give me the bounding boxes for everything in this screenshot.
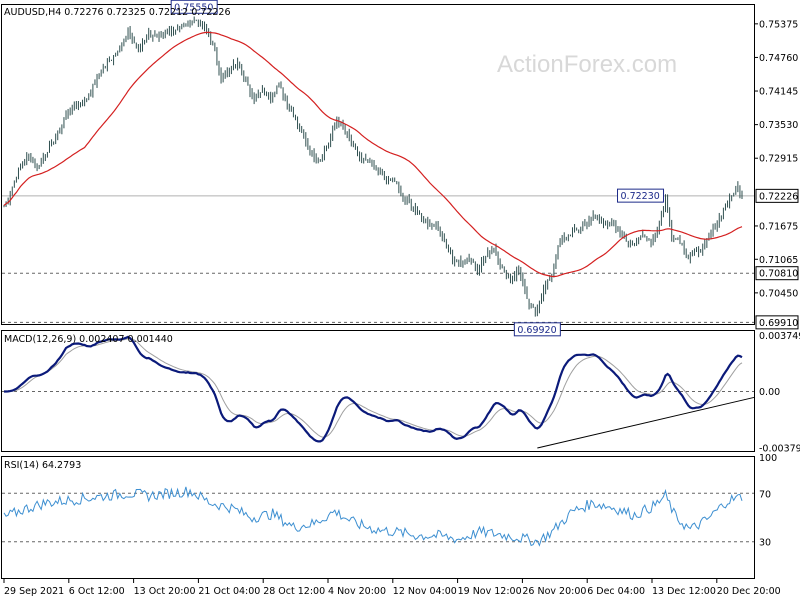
rsi-tick-label: 100 [759,453,777,464]
price-tick-label: 0.72226 [759,191,798,202]
price-annotation-box [617,188,665,203]
price-panel-frame [1,4,755,325]
price-tick-label: 0.74145 [759,87,798,98]
price-annotation-label: 0.69920 [517,325,556,336]
rsi-tick-label: 30 [759,538,771,549]
time-tick-label: 28 Oct 12:00 [263,586,325,597]
axis-layer: 0.75375 0.74760 0.74145 0.73530 0.72915 0.722… [3,19,800,597]
macd-trendline [537,396,755,449]
macd-layer [2,335,755,449]
rsi-tick-label: 70 [759,489,771,500]
price-tick-label: 0.75375 [759,19,798,30]
price-tick-label: 0.70450 [759,288,798,299]
time-tick-label: 29 Sep 2021 [4,586,64,597]
macd-tick-label: 0.00 [759,387,780,398]
price-annotation-label: 0.72230 [621,191,660,202]
price-tick-label: 0.72915 [759,154,798,165]
price-annotation-box [170,0,218,14]
macd-tick-label: -0.003796 [759,443,800,454]
price-tick-label: 0.71675 [759,221,798,232]
rsi-layer [2,486,754,547]
time-tick-label: 21 Oct 04:00 [198,586,260,597]
time-tick-label: 20 Dec 20:00 [717,586,781,597]
macd-header: MACD(12,26,9) 0.002407 0.001440 [4,334,173,345]
time-tick-label: 6 Dec 04:00 [587,586,645,597]
time-tick-label: 19 Nov 12:00 [458,586,522,597]
price-tick-label: 0.71065 [759,255,798,266]
rsi-header: RSI(14) 64.2793 [4,460,81,471]
price-tick-box [755,188,799,203]
macd-panel-frame [1,330,755,452]
rsi-panel-frame [1,456,755,579]
price-tick-label: 0.73530 [759,120,798,131]
rsi-line [3,486,743,547]
time-tick-label: 26 Nov 20:00 [522,586,586,597]
price-layer: 0.75550 0.72230 0.69920 [2,0,754,337]
macd-line [4,335,743,443]
watermark: ActionForex.com [497,51,677,78]
price-annotation-label: 0.75550 [174,2,213,13]
price-tick-box [755,266,799,281]
price-header: AUDUSD,H4 0.72276 0.72325 0.72212 0.7222… [4,7,231,18]
time-tick-label: 13 Dec 12:00 [652,586,716,597]
time-tick-label: 4 Nov 20:00 [328,586,386,597]
price-tick-label: 0.70810 [759,269,798,280]
price-tick-label: 0.69910 [759,318,798,329]
time-tick-label: 13 Oct 20:00 [134,586,196,597]
price-tick-label: 0.74760 [759,53,798,64]
price-tick-box [755,315,799,330]
time-tick-label: 12 Nov 04:00 [393,586,457,597]
moving-average-line [3,31,743,278]
price-annotation-box [513,322,561,337]
macd-tick-label: 0.003749 [759,331,800,342]
time-tick-label: 6 Oct 12:00 [69,586,125,597]
macd-signal-line [4,338,743,438]
